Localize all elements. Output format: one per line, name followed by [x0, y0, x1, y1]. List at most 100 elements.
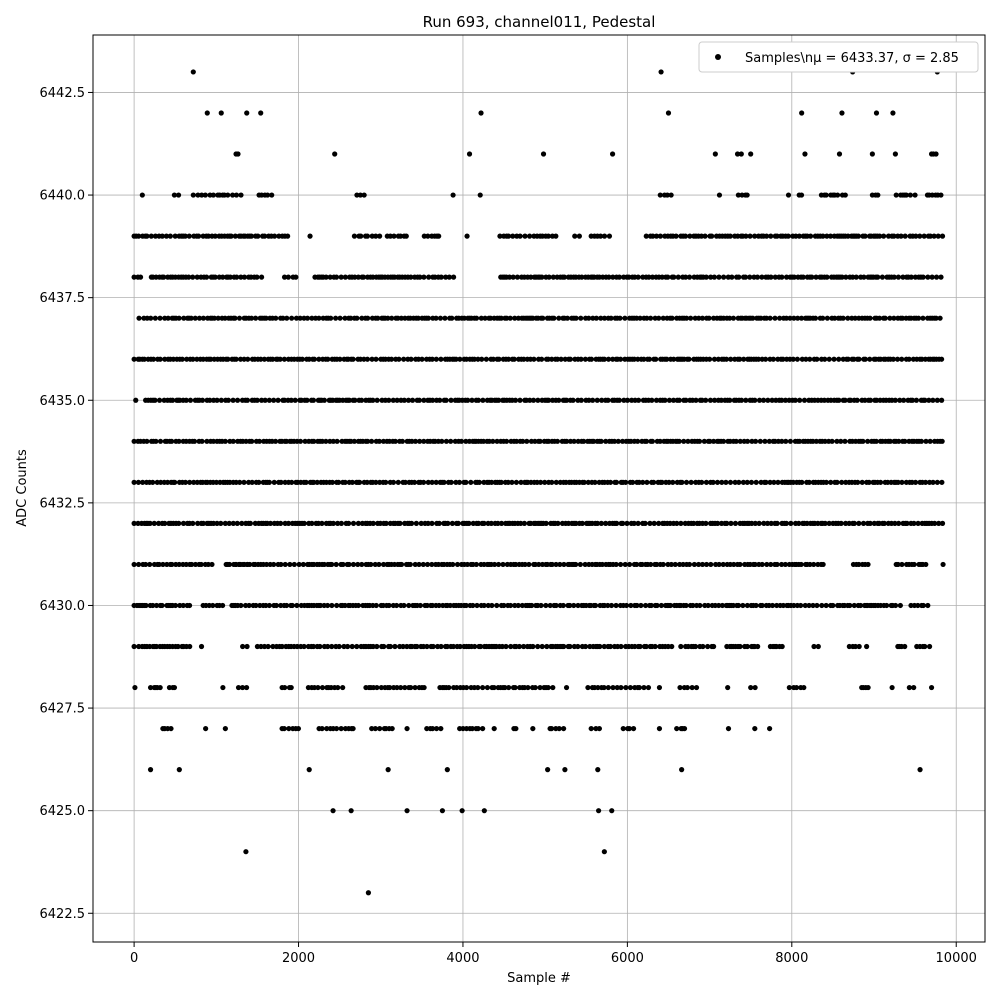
data-point	[640, 479, 646, 485]
data-point	[882, 315, 888, 321]
data-point	[699, 561, 706, 568]
data-point	[547, 602, 553, 609]
data-point	[210, 602, 216, 609]
data-point	[754, 274, 761, 280]
data-point	[571, 602, 577, 609]
data-point	[728, 356, 734, 362]
data-point	[893, 192, 899, 198]
data-point	[199, 192, 205, 198]
data-point	[153, 438, 159, 444]
data-point	[205, 561, 211, 568]
data-point	[876, 315, 883, 321]
data-point	[409, 438, 415, 444]
data-point	[473, 315, 480, 321]
data-point	[674, 725, 680, 732]
data-point	[333, 725, 340, 732]
data-point	[744, 479, 750, 485]
data-point	[153, 602, 160, 609]
data-point	[855, 233, 862, 239]
data-point	[923, 438, 929, 444]
data-point	[802, 602, 808, 609]
data-point	[576, 233, 582, 239]
data-point	[488, 315, 494, 321]
data-point	[601, 849, 607, 855]
data-point	[398, 561, 405, 568]
legend-label: Samples\nμ = 6433.37, σ = 2.85	[745, 51, 959, 66]
data-point	[701, 438, 707, 444]
data-point	[175, 643, 181, 650]
data-point	[232, 233, 238, 239]
data-point	[862, 397, 868, 403]
data-point	[711, 274, 717, 280]
data-point	[186, 233, 192, 239]
data-point	[860, 520, 867, 526]
data-point	[859, 479, 865, 485]
data-point	[397, 233, 404, 239]
data-point	[757, 438, 763, 444]
data-point	[798, 192, 805, 198]
data-point	[667, 602, 674, 609]
data-point	[682, 274, 689, 280]
data-point	[553, 602, 559, 609]
data-point	[710, 438, 717, 444]
data-point	[281, 725, 287, 732]
data-point	[764, 561, 770, 568]
data-point	[143, 602, 149, 609]
data-point	[672, 561, 678, 568]
data-point	[498, 479, 504, 485]
data-point	[247, 561, 253, 568]
data-point	[783, 520, 789, 526]
data-point	[601, 684, 607, 691]
data-point	[243, 684, 250, 691]
data-point	[774, 561, 780, 568]
data-point	[425, 315, 432, 321]
data-point	[856, 520, 862, 526]
data-point	[550, 684, 556, 691]
data-point	[169, 561, 175, 568]
data-point	[619, 438, 626, 444]
data-point	[782, 397, 789, 403]
data-point	[769, 397, 775, 403]
data-point	[394, 397, 400, 403]
data-point	[230, 520, 236, 526]
data-point	[387, 684, 393, 691]
data-point	[271, 479, 277, 485]
data-point	[902, 643, 908, 650]
data-point	[364, 438, 371, 444]
data-point	[601, 315, 608, 321]
data-point	[319, 438, 325, 444]
data-point	[605, 397, 611, 403]
data-point	[609, 808, 615, 814]
data-point	[938, 274, 944, 280]
data-point	[862, 356, 868, 362]
data-point	[359, 561, 365, 568]
data-point	[240, 561, 246, 568]
data-point	[686, 274, 693, 280]
data-point	[615, 438, 621, 444]
data-point	[890, 356, 896, 362]
data-point	[775, 479, 781, 485]
data-point	[933, 151, 939, 157]
data-point	[561, 643, 567, 650]
data-point	[711, 397, 718, 403]
data-point	[161, 274, 167, 280]
data-point	[411, 479, 418, 485]
data-point	[456, 479, 463, 485]
data-point	[549, 479, 555, 485]
data-point	[790, 356, 796, 362]
data-point	[495, 561, 502, 568]
data-point	[204, 438, 210, 444]
data-point	[506, 684, 512, 691]
data-point	[463, 479, 469, 485]
data-point	[385, 767, 391, 773]
data-point	[263, 561, 270, 568]
data-point	[567, 356, 573, 362]
data-point	[226, 520, 232, 526]
data-point	[156, 520, 162, 526]
data-point	[517, 233, 523, 239]
data-point	[266, 479, 272, 485]
data-point	[330, 808, 336, 814]
data-point	[141, 356, 148, 362]
data-point	[791, 602, 797, 609]
data-point	[921, 233, 927, 239]
